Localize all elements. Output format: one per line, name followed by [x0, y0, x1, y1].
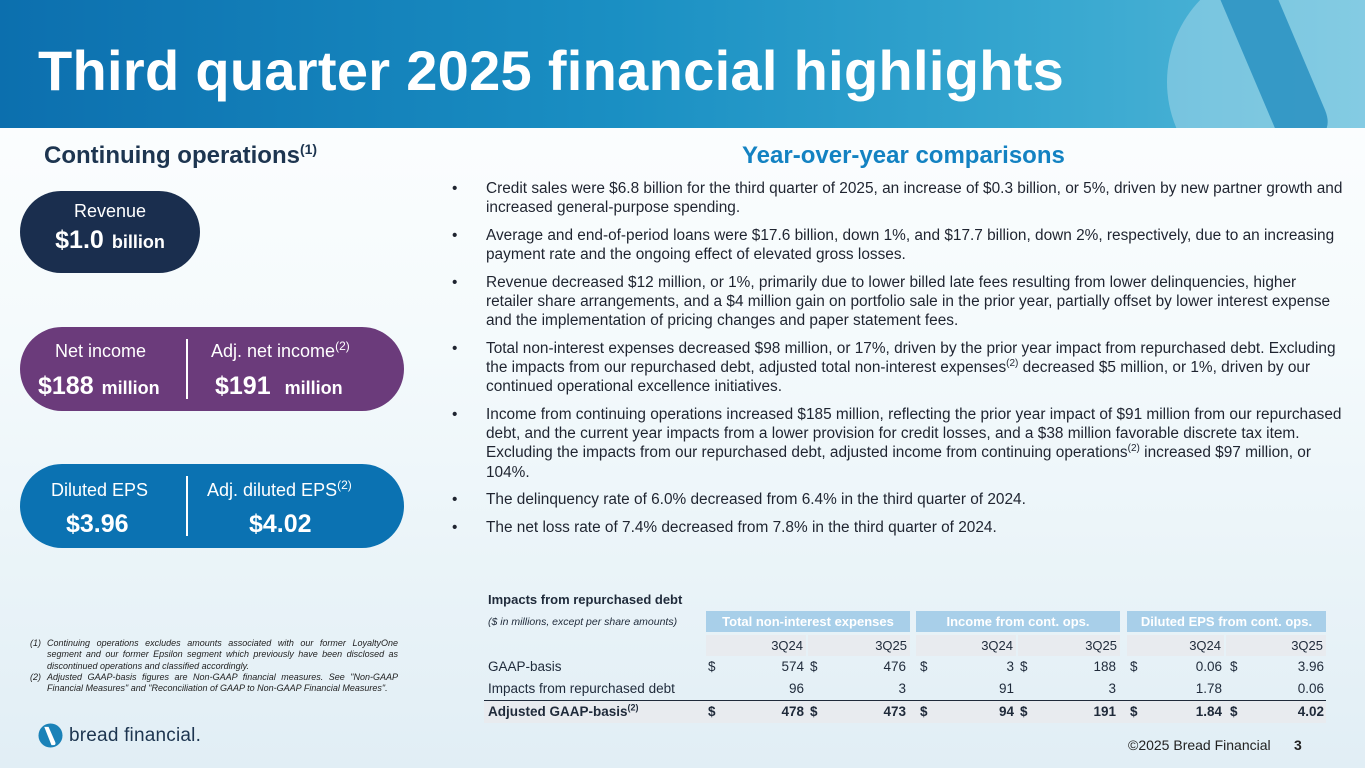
bread-financial-logo: bread financial.	[38, 723, 201, 748]
diluted-eps-label: Diluted EPS	[51, 480, 149, 500]
adj-diluted-eps-value: $4.02	[249, 510, 312, 538]
yoy-comparisons-heading: Year-over-year comparisons	[742, 142, 1065, 169]
table-row: Impacts from repurchased debt 96 3 91 3 …	[488, 681, 1324, 696]
adj-diluted-eps-label: Adj. diluted EPS(2)	[207, 478, 352, 500]
yoy-bullet-list: • Credit sales were $6.8 billion for the …	[452, 179, 1347, 546]
revenue-value: $1.0 billion	[55, 226, 165, 254]
adj-net-income-value: $191 million	[215, 372, 343, 400]
bullet-item: • Credit sales were $6.8 billion for the …	[452, 180, 1343, 217]
table-subtitle: ($ in millions, except per share amounts…	[488, 616, 678, 628]
page-number: 3	[1294, 737, 1302, 753]
revenue-label: Revenue	[73, 201, 147, 221]
page-title: Third quarter 2025 financial highlights	[38, 39, 1065, 102]
card-divider	[186, 476, 188, 536]
brand-name: bread financial.	[69, 724, 202, 746]
eps-card: Diluted EPS $3.96 Adj. diluted EPS(2) $4…	[20, 464, 404, 548]
net-income-card: Net income $188 million Adj. net income(2…	[20, 327, 404, 411]
period-header: 3Q24	[1127, 635, 1224, 656]
adj-net-income-label: Adj. net income(2)	[211, 339, 350, 361]
period-header: 3Q25	[1226, 635, 1326, 656]
title-banner: Third quarter 2025 financial highlights	[0, 0, 1365, 128]
group-header-eps: Diluted EPS from cont. ops.	[1127, 611, 1326, 632]
table-row-adjusted: Adjusted GAAP-basis(2) $ 478 $ 473 $ 94 …	[484, 700, 1326, 723]
period-header: 3Q24	[706, 635, 806, 656]
bullet-item: • Income from continuing operations incre…	[452, 406, 1342, 481]
continuing-operations-heading: Continuing operations(1)	[44, 141, 318, 169]
footnote: (2) Adjusted GAAP-basis figures are Non-G…	[30, 671, 398, 694]
bullet-item: • Total non-interest expenses decreased $…	[452, 339, 1336, 396]
diluted-eps-value: $3.96	[66, 510, 129, 538]
footnotes: (1) Continuing operations excludes amount…	[30, 638, 398, 694]
table-title: Impacts from repurchased debt	[488, 592, 683, 607]
bread-logo-icon	[38, 723, 63, 748]
table-row: GAAP-basis $ 574 $ 476 $ 3 $ 188 $ 0.06 …	[488, 659, 1324, 674]
period-header: 3Q25	[808, 635, 910, 656]
bullet-item: • Revenue decreased $12 million, or 1%, p…	[452, 273, 1331, 330]
revenue-card: Revenue $1.0 billion	[20, 191, 200, 273]
group-header-nie: Total non-interest expenses	[706, 611, 910, 632]
period-header: 3Q25	[1018, 635, 1120, 656]
group-header-income: Income from cont. ops.	[916, 611, 1120, 632]
copyright: ©2025 Bread Financial	[1128, 737, 1271, 753]
period-header: 3Q24	[916, 635, 1016, 656]
bullet-item: • Average and end-of-period loans were $1…	[452, 226, 1335, 264]
net-income-value: $188 million	[38, 372, 160, 400]
footnote: (1) Continuing operations excludes amount…	[30, 638, 398, 671]
bullet-item: • The delinquency rate of 6.0% decreased …	[452, 491, 1026, 509]
card-divider	[186, 339, 188, 399]
bread-logo-watermark-icon	[1120, 0, 1365, 128]
bullet-item: • The net loss rate of 7.4% decreased fro…	[452, 519, 997, 537]
net-income-label: Net income	[55, 341, 147, 361]
